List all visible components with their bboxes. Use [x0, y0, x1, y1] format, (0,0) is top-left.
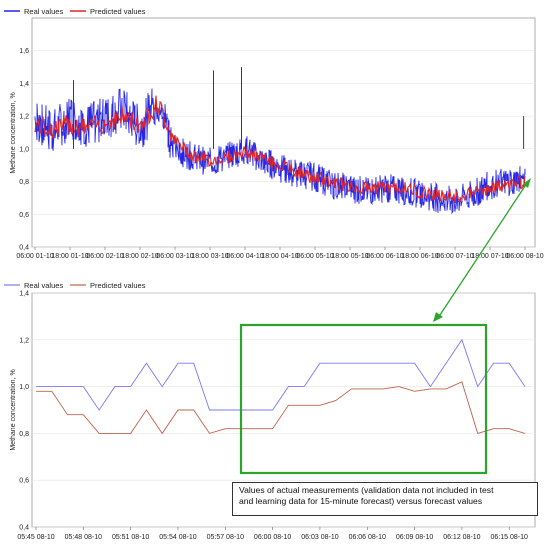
bottom-y-tick-label: 1,2 — [19, 337, 29, 344]
bottom-series-predicted-line — [36, 381, 526, 435]
bottom-grid — [32, 292, 535, 528]
bottom-y-tick-label: 1,0 — [19, 384, 29, 391]
bottom-y-tick-label: 0,4 — [19, 525, 29, 532]
bottom-chart: 0,4 0,6 0,8 1,0 1,2 1,4 05:45 08-10 05:48 08-1… — [4, 281, 536, 541]
top-x-tick-label: 18:00 01-10 — [51, 253, 88, 260]
top-y-axis-label: Methane concentration, % — [10, 92, 17, 173]
zoom-arrow-head-lower — [433, 312, 443, 322]
bottom-y-tick-label: 0,8 — [19, 431, 29, 438]
bottom-series-real-line — [36, 338, 526, 411]
top-x-tick-label: 18:00 07-10 — [471, 253, 508, 260]
zoom-arrow-head-upper — [523, 178, 531, 188]
top-x-tick-label: 06:00 08-10 — [506, 253, 543, 260]
top-x-tick-label: 18:00 04-10 — [261, 253, 298, 260]
top-x-tick-label: 06:00 07-10 — [436, 253, 473, 260]
bottom-x-tick-label: 05:51 08-10 — [112, 534, 149, 541]
bottom-legend-real-label: Real values — [24, 281, 63, 290]
bottom-x-tick-label: 06:03 08-10 — [301, 534, 338, 541]
zoom-highlight-box — [239, 323, 488, 475]
top-x-tick-label: 18:00 05-10 — [331, 253, 368, 260]
top-legend-predicted-label: Predicted values — [90, 7, 146, 16]
bottom-y-tick-label: 0,6 — [19, 478, 29, 485]
zoom-arrow-line — [437, 182, 528, 319]
top-legend-real-label: Real values — [24, 7, 63, 16]
annotation-line-1: Values of actual measurements (validatio… — [239, 485, 494, 495]
bottom-x-tick-label: 05:57 08-10 — [207, 534, 244, 541]
top-y-tick-label: 0,6 — [19, 212, 29, 219]
bottom-x-tick-label: 06:12 08-10 — [443, 534, 480, 541]
top-series-group — [34, 67, 526, 215]
top-x-tick-label: 06:00 06-10 — [366, 253, 403, 260]
top-series-predicted-line — [34, 95, 526, 204]
top-y-tick-label: 1,4 — [19, 81, 29, 88]
top-y-tick-label: 1,6 — [19, 48, 29, 55]
top-y-tick-label: 1,0 — [19, 146, 29, 153]
top-y-tick-label: 0,8 — [19, 179, 29, 186]
top-y-tick-label: 1,2 — [19, 114, 29, 121]
bottom-x-tick-label: 06:00 08-10 — [254, 534, 291, 541]
bottom-x-axis: 05:45 08-10 05:48 08-10 05:51 08-10 05:54 0… — [17, 527, 528, 541]
bottom-x-tick-label: 05:45 08-10 — [17, 534, 54, 541]
top-series-real-line — [34, 88, 526, 215]
top-x-tick-label: 06:00 03-10 — [156, 253, 193, 260]
bottom-x-tick-label: 06:15 08-10 — [491, 534, 528, 541]
zoom-arrow — [433, 178, 531, 322]
top-x-tick-label: 18:00 06-10 — [401, 253, 438, 260]
top-y-axis: 0,4 0,6 0,8 1,0 1,2 1,4 1,6 — [19, 48, 29, 251]
bottom-x-tick-label: 06:09 08-10 — [396, 534, 433, 541]
top-x-tick-label: 06:00 02-10 — [86, 253, 123, 260]
top-x-tick-label: 06:00 04-10 — [226, 253, 263, 260]
top-x-tick-label: 18:00 02-10 — [121, 253, 158, 260]
bottom-legend-predicted-label: Predicted values — [90, 281, 146, 290]
bottom-series-group — [36, 338, 526, 435]
bottom-x-tick-label: 05:48 08-10 — [65, 534, 102, 541]
bottom-y-axis-label: Methane concentration, % — [10, 369, 17, 450]
top-x-tick-label: 06:00 01-10 — [16, 253, 53, 260]
top-x-tick-label: 06:00 05-10 — [296, 253, 333, 260]
bottom-x-tick-label: 06:06 08-10 — [349, 534, 386, 541]
bottom-x-tick-label: 05:54 08-10 — [159, 534, 196, 541]
top-grid — [32, 50, 535, 248]
annotation-line-2: and learning data for 15-minute forecast… — [239, 496, 483, 506]
annotation-box: Values of actual measurements (validatio… — [232, 482, 538, 516]
top-y-tick-label: 0,4 — [19, 245, 29, 252]
top-x-tick-label: 18:00 03-10 — [191, 253, 228, 260]
bottom-legend: Real values Predicted values — [4, 281, 146, 290]
bottom-y-axis: 0,4 0,6 0,8 1,0 1,2 1,4 — [19, 291, 29, 532]
top-legend: Real values Predicted values — [4, 7, 146, 16]
bottom-y-tick-label: 1,4 — [19, 291, 29, 298]
